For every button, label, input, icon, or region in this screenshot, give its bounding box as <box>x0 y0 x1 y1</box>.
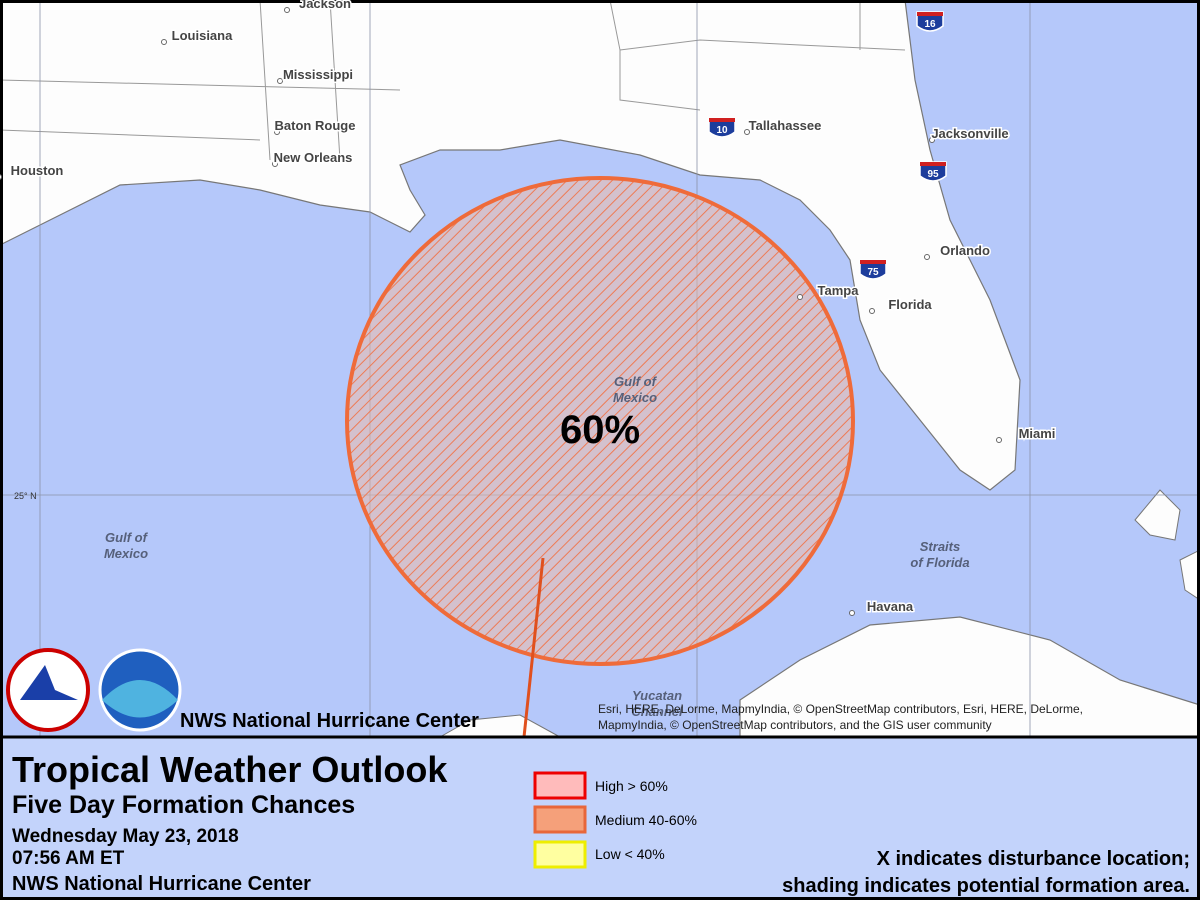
legend-label: Medium 40-60% <box>595 812 697 828</box>
city-dot <box>274 129 280 135</box>
water-label: of Florida <box>910 555 969 570</box>
track-arrow <box>522 557 545 738</box>
shield-top <box>709 118 735 122</box>
area-chance: 60% <box>560 408 640 452</box>
water-label: Mexico <box>613 390 657 405</box>
city-dot <box>924 254 930 260</box>
water-label: Yucatan <box>632 688 682 703</box>
city-label: Tallahassee <box>749 118 822 133</box>
water-label: Mexico <box>104 546 148 561</box>
city-dot <box>272 161 278 167</box>
city-label: Houston <box>11 163 64 178</box>
legend-high <box>533 771 587 800</box>
shield-number: 16 <box>924 19 936 30</box>
shield-number: 10 <box>716 125 728 136</box>
city-label: New Orleans <box>274 150 353 165</box>
header-title: Tropical Weather Outlook <box>12 749 448 790</box>
info-panel <box>0 737 1200 900</box>
map-credit: NWS National Hurricane Center <box>180 710 479 732</box>
city-label: Jacksonville <box>931 126 1008 141</box>
legend-medium <box>533 805 587 834</box>
city-dot <box>277 78 283 84</box>
legend-label: Low < 40% <box>595 846 665 862</box>
shield-number: 95 <box>927 169 939 180</box>
city-label: Miami <box>1019 426 1056 441</box>
outlook-area <box>345 176 855 666</box>
interstate-shield <box>859 259 887 280</box>
city-dot <box>849 610 855 616</box>
land-us <box>0 0 1021 491</box>
city-dot <box>996 437 1002 443</box>
city-label: Baton Rouge <box>275 118 356 133</box>
header-office: NWS National Hurricane Center <box>12 873 311 895</box>
city-dot <box>744 129 750 135</box>
logos <box>6 648 182 732</box>
interstate-shield <box>708 117 736 138</box>
city-label: Tampa <box>818 283 860 298</box>
header-time: 07:56 AM ET <box>12 848 125 869</box>
shield-top <box>920 162 946 166</box>
note: X indicates disturbance location; <box>877 848 1190 870</box>
city-label: Havana <box>867 599 914 614</box>
city-dot <box>797 294 803 300</box>
legend-label: High > 60% <box>595 778 668 794</box>
interstate-shield <box>919 161 947 182</box>
shield-top <box>917 12 943 16</box>
city-dot <box>929 137 935 143</box>
city-dot <box>161 39 167 45</box>
city-label: Louisiana <box>172 28 233 43</box>
water-label: Channel <box>631 704 683 719</box>
attribution: MapmyIndia, © OpenStreetMap contributors… <box>598 718 992 732</box>
city-label: Florida <box>888 297 932 312</box>
city-dot <box>0 174 2 180</box>
water-label: Gulf of <box>614 374 658 389</box>
header-subtitle: Five Day Formation Chances <box>12 791 355 819</box>
attribution: Esri, HERE, DeLorme, MapmyIndia, © OpenS… <box>598 702 1083 716</box>
legend-low <box>533 840 587 869</box>
city-label: Orlando <box>940 243 990 258</box>
water-label: Gulf of <box>105 530 149 545</box>
latitude-label: 25° N <box>14 491 37 501</box>
city-label: Jackson <box>299 0 351 11</box>
shield-top <box>860 260 886 264</box>
city-dot <box>284 7 290 13</box>
city-label: Mississippi <box>283 67 353 82</box>
borders <box>0 0 906 161</box>
shield-number: 75 <box>867 267 879 278</box>
note: shading indicates potential formation ar… <box>782 875 1190 897</box>
header-date: Wednesday May 23, 2018 <box>12 826 239 847</box>
city-dot <box>869 308 875 314</box>
interstate-shield <box>916 11 944 32</box>
water-label: Straits <box>920 539 960 554</box>
